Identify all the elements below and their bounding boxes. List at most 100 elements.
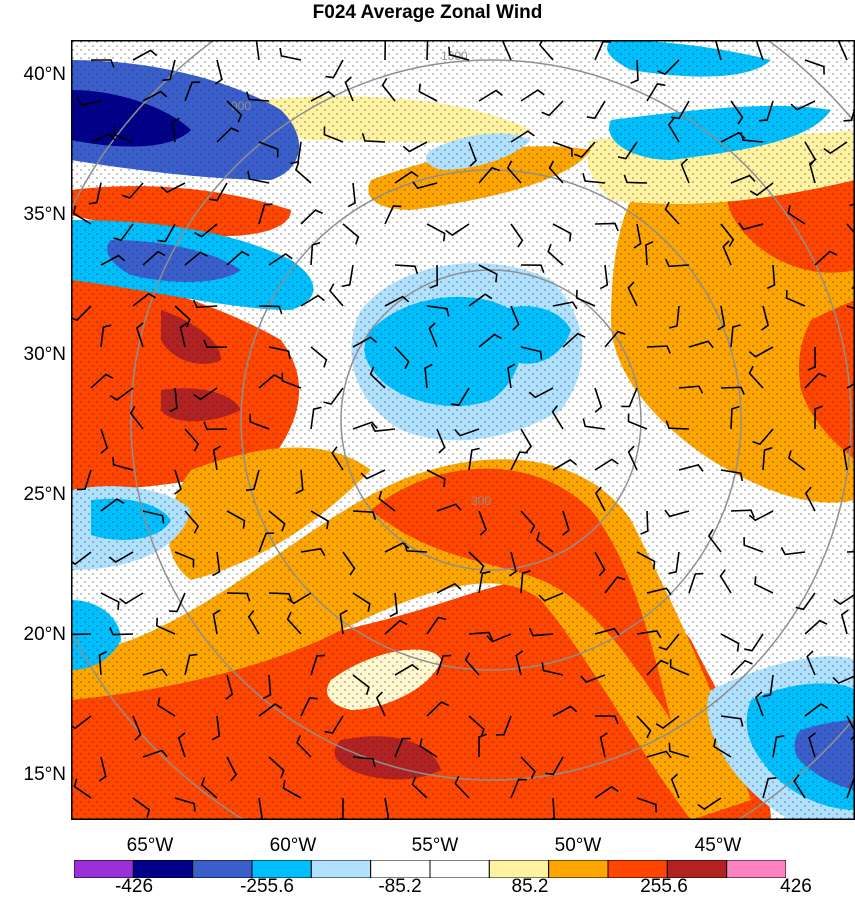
wind-barb [464,652,480,676]
colorbar-swatch [548,860,609,878]
wind-barb [594,627,620,636]
wind-barb [352,336,378,348]
colorbar-label-6: 426 [780,876,812,897]
wind-barb [402,141,428,153]
wind-barb [347,182,356,208]
wind-barb [268,510,286,532]
wind-barb [370,423,396,433]
wind-barb [795,592,816,611]
wind-barb [646,587,672,596]
wind-barb [212,551,221,577]
wind-barb [842,445,852,471]
wind-barb [177,732,186,758]
wind-barb [100,498,125,512]
wind-barb [193,387,218,401]
wind-barb [646,83,666,102]
wind-barb [184,428,200,452]
lat-label-15n: 15°N [23,764,66,785]
wind-barb [772,734,785,758]
wind-barb [804,372,827,389]
wind-barb [621,387,638,408]
wind-barb [719,569,732,594]
wind-barb [804,59,825,75]
wind-barb [341,264,354,288]
wind-barb [282,780,302,799]
lon-label-65w: 65°W [126,835,174,856]
wind-barb [226,510,246,529]
wind-barb [730,100,744,125]
wind-barb [122,182,144,199]
wind-barb [655,715,680,729]
wind-barb [787,205,806,225]
lat-label-25n: 25°N [23,484,66,505]
wind-barb [246,91,270,102]
wind-barb [360,469,386,480]
lat-label-20n: 20°N [23,624,66,645]
colorbar-label-3: -85.2 [378,876,422,897]
wind-barb [394,737,411,758]
wind-barb [361,133,386,143]
wind-barb [352,510,377,521]
wind-barb [226,100,243,123]
wind-barb [495,715,512,736]
wind-barb [804,703,829,717]
wind-barb [722,240,732,266]
wind-barb [212,609,221,635]
wind-barb [832,675,855,685]
wind-barb [76,97,102,106]
wind-barb [748,510,774,522]
wind-barb [160,182,186,194]
wind-barb [394,663,419,676]
wind-barb [636,715,652,739]
wind-barb [436,428,446,454]
wind-barb [268,253,293,266]
wind-barb [846,382,855,389]
wind-barb [552,141,573,157]
wind-barb [448,46,470,61]
wind-barb [759,100,774,122]
wind-barb [717,305,726,331]
wind-barb [720,469,744,482]
wind-barb [762,674,774,698]
wind-barb [132,715,142,741]
wind-barb [286,611,302,635]
wind-barb [454,775,470,799]
wind-barb [636,630,662,639]
wind-barb [378,490,396,512]
wind-barb [599,732,608,758]
wind-barb [382,797,390,820]
wind-barb [840,609,849,635]
wind-barb [808,732,816,758]
wind-barb [586,100,606,120]
wind-barb [411,776,428,799]
wind-barb [212,445,221,471]
wind-barb [623,174,648,184]
wind-barb [279,47,302,61]
wind-barb [755,691,764,717]
lon-label-45w: 45°W [694,835,742,856]
wind-barb [454,428,480,437]
wind-barb [295,469,304,495]
lat-label-40n: 40°N [23,64,66,85]
wind-barb [258,305,283,315]
plot-title: F024 Average Zonal Wind [312,2,543,23]
wind-barb [548,797,556,820]
wind-barb [132,49,158,61]
wind-barb [468,551,485,574]
wind-barb [426,223,446,242]
wind-barb [780,547,806,556]
wind-barb [541,100,564,117]
wind-barb [846,305,855,310]
colorbar-swatch [310,860,372,878]
wind-barb [627,281,638,307]
wind-barb [807,346,817,371]
wind-barb [668,551,680,575]
wind-barb [510,305,520,331]
wind-barb [171,117,180,143]
wind-barb [668,743,690,758]
wind-barb [352,421,378,430]
wind-barb [509,551,517,577]
wind-barb [310,406,322,430]
wind-barb [113,126,134,143]
wind-barb [71,632,92,636]
